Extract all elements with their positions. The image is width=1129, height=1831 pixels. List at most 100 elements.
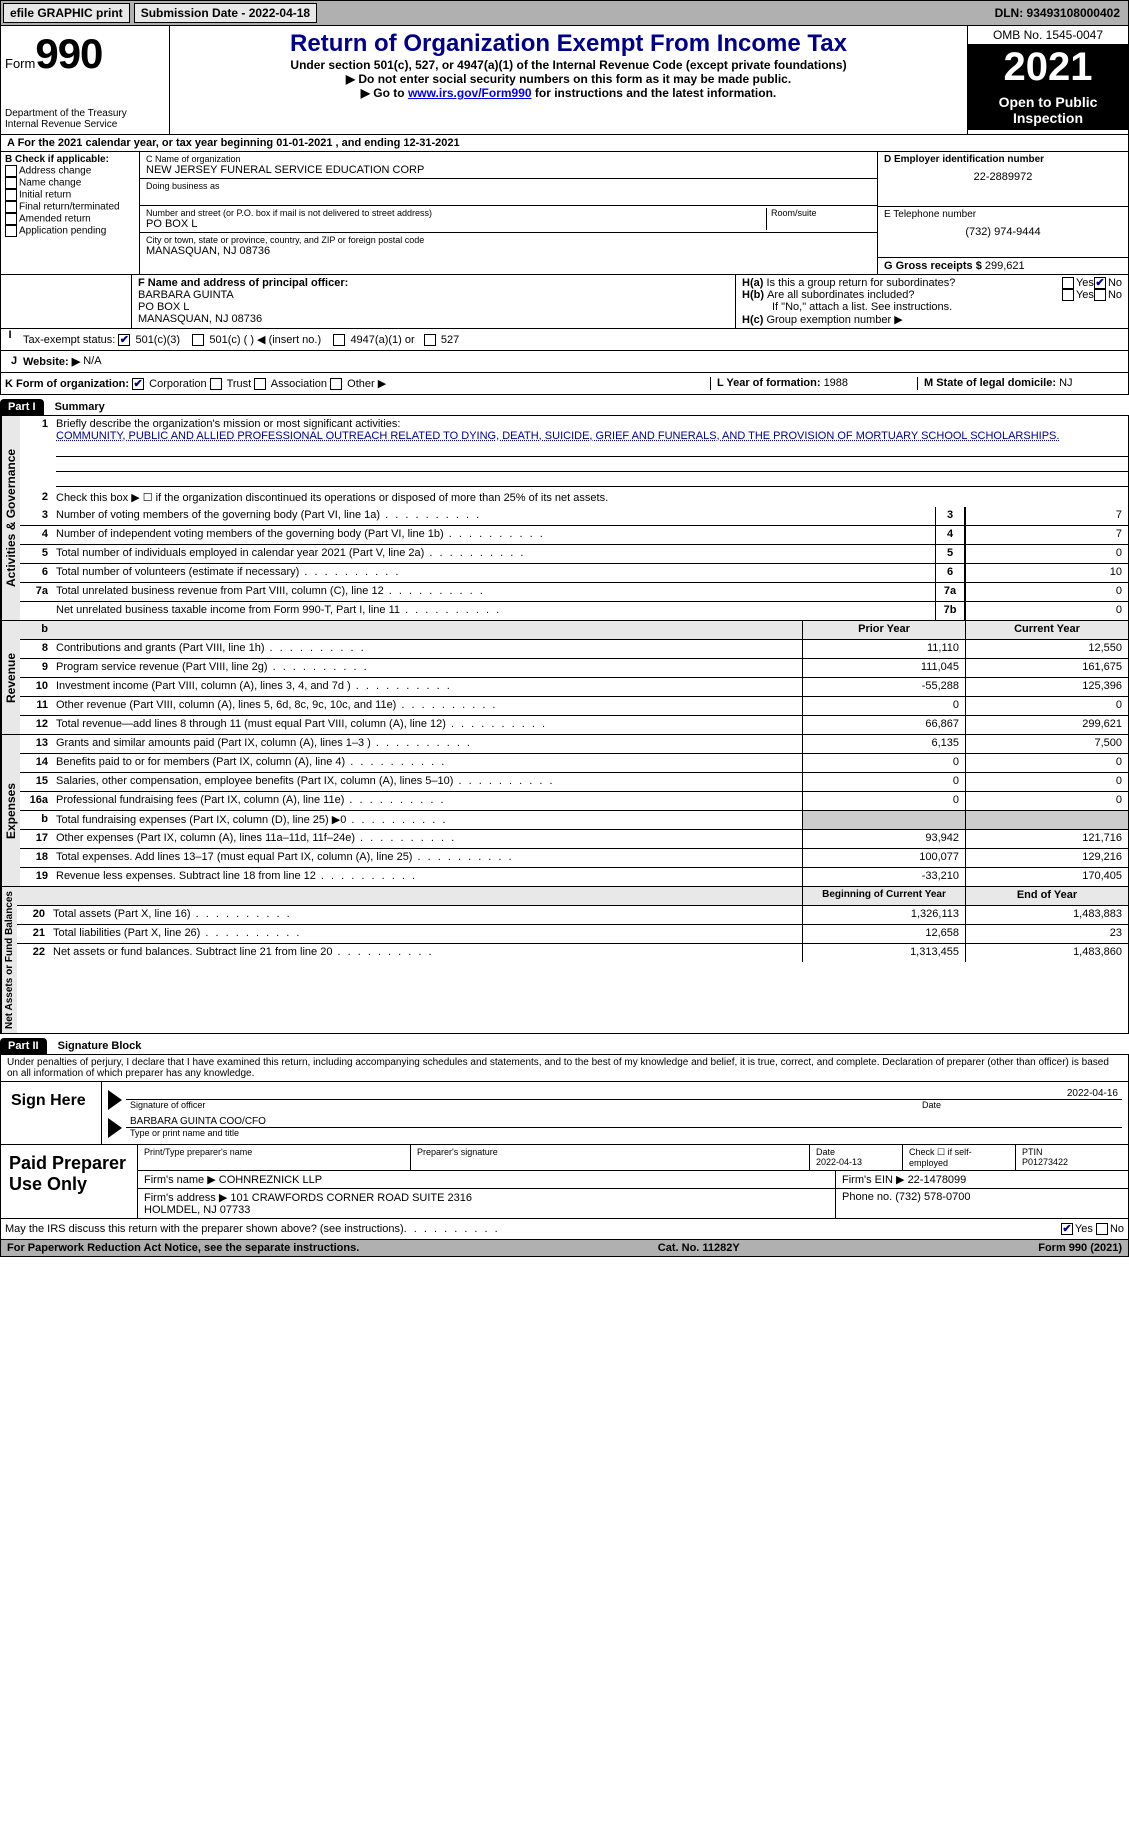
current-value: 0 — [965, 697, 1128, 715]
top-bar: efile GRAPHIC print Submission Date - 20… — [0, 0, 1129, 26]
data-row: 14 Benefits paid to or for members (Part… — [20, 754, 1128, 773]
cb-amended[interactable] — [5, 213, 17, 225]
data-row: 13 Grants and similar amounts paid (Part… — [20, 735, 1128, 754]
col-c-org-info: C Name of organization NEW JERSEY FUNERA… — [140, 152, 877, 274]
data-row: 15 Salaries, other compensation, employe… — [20, 773, 1128, 792]
subtitle-3-pre: ▶ Go to — [361, 86, 408, 100]
prior-value: 111,045 — [802, 659, 965, 677]
prior-value: 12,658 — [802, 925, 965, 943]
current-value: 125,396 — [965, 678, 1128, 696]
row-j-website: J Website: ▶ N/A — [0, 351, 1129, 373]
row-i-tax-status: I Tax-exempt status: 501(c)(3) 501(c) ( … — [0, 329, 1129, 351]
gov-row: 5 Total number of individuals employed i… — [20, 545, 1128, 564]
cb-4947[interactable] — [333, 334, 345, 346]
gross-receipts: 299,621 — [985, 260, 1025, 272]
revenue-section: Revenue b Prior Year Current Year 8 Cont… — [0, 621, 1129, 735]
org-address: PO BOX L — [146, 218, 766, 230]
current-value: 299,621 — [965, 716, 1128, 734]
subtitle-2: ▶ Do not enter social security numbers o… — [174, 72, 963, 86]
data-row: b Total fundraising expenses (Part IX, c… — [20, 811, 1128, 830]
jurat-text: Under penalties of perjury, I declare th… — [0, 1054, 1129, 1082]
irs-link[interactable]: www.irs.gov/Form990 — [408, 86, 532, 100]
data-row: 11 Other revenue (Part VIII, column (A),… — [20, 697, 1128, 716]
org-city: MANASQUAN, NJ 08736 — [146, 245, 871, 257]
arrow-icon — [108, 1118, 122, 1138]
efile-button[interactable]: efile GRAPHIC print — [3, 3, 130, 23]
dept-treasury: Department of the Treasury — [5, 108, 127, 119]
current-value: 129,216 — [965, 849, 1128, 867]
prior-value: 66,867 — [802, 716, 965, 734]
row-k-form-org: K Form of organization: Corporation Trus… — [0, 373, 1129, 395]
gov-row: Net unrelated business taxable income fr… — [20, 602, 1128, 620]
section-bcd: B Check if applicable: Address change Na… — [0, 152, 1129, 275]
cb-trust[interactable] — [210, 378, 222, 390]
arrow-icon — [108, 1090, 122, 1110]
discuss-yes[interactable] — [1061, 1223, 1073, 1235]
hb-yes[interactable] — [1062, 289, 1074, 301]
cb-association[interactable] — [254, 378, 266, 390]
website-value: N/A — [83, 355, 101, 368]
part-2-header: Part II Signature Block — [0, 1034, 1129, 1054]
cb-other[interactable] — [330, 378, 342, 390]
cb-initial-return[interactable] — [5, 189, 17, 201]
prior-value — [802, 811, 965, 829]
data-row: 22 Net assets or fund balances. Subtract… — [17, 944, 1128, 962]
current-value: 121,716 — [965, 830, 1128, 848]
prior-value: 0 — [802, 773, 965, 791]
cb-pending[interactable] — [5, 225, 17, 237]
discuss-no[interactable] — [1096, 1223, 1108, 1235]
ha-no[interactable] — [1094, 277, 1106, 289]
prior-value: -55,288 — [802, 678, 965, 696]
gov-value: 7 — [965, 526, 1128, 544]
gov-row: 6 Total number of volunteers (estimate i… — [20, 564, 1128, 583]
prior-value: 0 — [802, 792, 965, 810]
data-row: 16a Professional fundraising fees (Part … — [20, 792, 1128, 811]
data-row: 21 Total liabilities (Part X, line 26) 1… — [17, 925, 1128, 944]
data-row: 10 Investment income (Part VIII, column … — [20, 678, 1128, 697]
cb-address-change[interactable] — [5, 165, 17, 177]
gov-value: 0 — [965, 602, 1128, 620]
submission-date-button[interactable]: Submission Date - 2022-04-18 — [134, 3, 317, 23]
paid-preparer-block: Paid Preparer Use Only Print/Type prepar… — [0, 1145, 1129, 1219]
gov-row: 7a Total unrelated business revenue from… — [20, 583, 1128, 602]
cb-final-return[interactable] — [5, 201, 17, 213]
cb-527[interactable] — [424, 334, 436, 346]
dept-irs: Internal Revenue Service — [5, 119, 117, 130]
sign-here-block: Sign Here 2022-04-16 Signature of office… — [0, 1082, 1129, 1145]
gov-value: 7 — [965, 507, 1128, 525]
form-title: Return of Organization Exempt From Incom… — [174, 30, 963, 58]
ha-yes[interactable] — [1062, 277, 1074, 289]
footer-row: For Paperwork Reduction Act Notice, see … — [0, 1240, 1129, 1257]
data-row: 17 Other expenses (Part IX, column (A), … — [20, 830, 1128, 849]
prior-value: 93,942 — [802, 830, 965, 848]
firm-name: COHNREZNICK LLP — [219, 1174, 322, 1186]
net-assets-section: Net Assets or Fund Balances Beginning of… — [0, 887, 1129, 1034]
part-1-header: Part I Summary — [0, 395, 1129, 415]
mission-text: COMMUNITY, PUBLIC AND ALLIED PROFESSIONA… — [56, 430, 1059, 442]
col-b-checkboxes: B Check if applicable: Address change Na… — [1, 152, 140, 274]
org-name: NEW JERSEY FUNERAL SERVICE EDUCATION COR… — [146, 164, 871, 176]
col-d-ein: D Employer identification number 22-2889… — [877, 152, 1128, 274]
row-a-tax-year: A For the 2021 calendar year, or tax yea… — [0, 135, 1129, 152]
cb-corporation[interactable] — [132, 378, 144, 390]
data-row: 18 Total expenses. Add lines 13–17 (must… — [20, 849, 1128, 868]
activities-governance: Activities & Governance 1 Briefly descri… — [0, 415, 1129, 621]
prior-value: 100,077 — [802, 849, 965, 867]
cb-name-change[interactable] — [5, 177, 17, 189]
omb-number: OMB No. 1545-0047 — [968, 26, 1128, 45]
gov-row: 3 Number of voting members of the govern… — [20, 507, 1128, 526]
cb-501c[interactable] — [192, 334, 204, 346]
dln-label: DLN: 93493108000402 — [995, 6, 1128, 20]
data-row: 20 Total assets (Part X, line 16) 1,326,… — [17, 906, 1128, 925]
current-value: 0 — [965, 773, 1128, 791]
discuss-row: May the IRS discuss this return with the… — [0, 1219, 1129, 1240]
hb-no[interactable] — [1094, 289, 1106, 301]
subtitle-1: Under section 501(c), 527, or 4947(a)(1)… — [174, 58, 963, 72]
ptin: P01273422 — [1022, 1157, 1068, 1167]
prior-value: -33,210 — [802, 868, 965, 886]
gov-row: 4 Number of independent voting members o… — [20, 526, 1128, 545]
expenses-section: Expenses 13 Grants and similar amounts p… — [0, 735, 1129, 887]
data-row: 12 Total revenue—add lines 8 through 11 … — [20, 716, 1128, 734]
current-value: 1,483,883 — [965, 906, 1128, 924]
cb-501c3[interactable] — [118, 334, 130, 346]
